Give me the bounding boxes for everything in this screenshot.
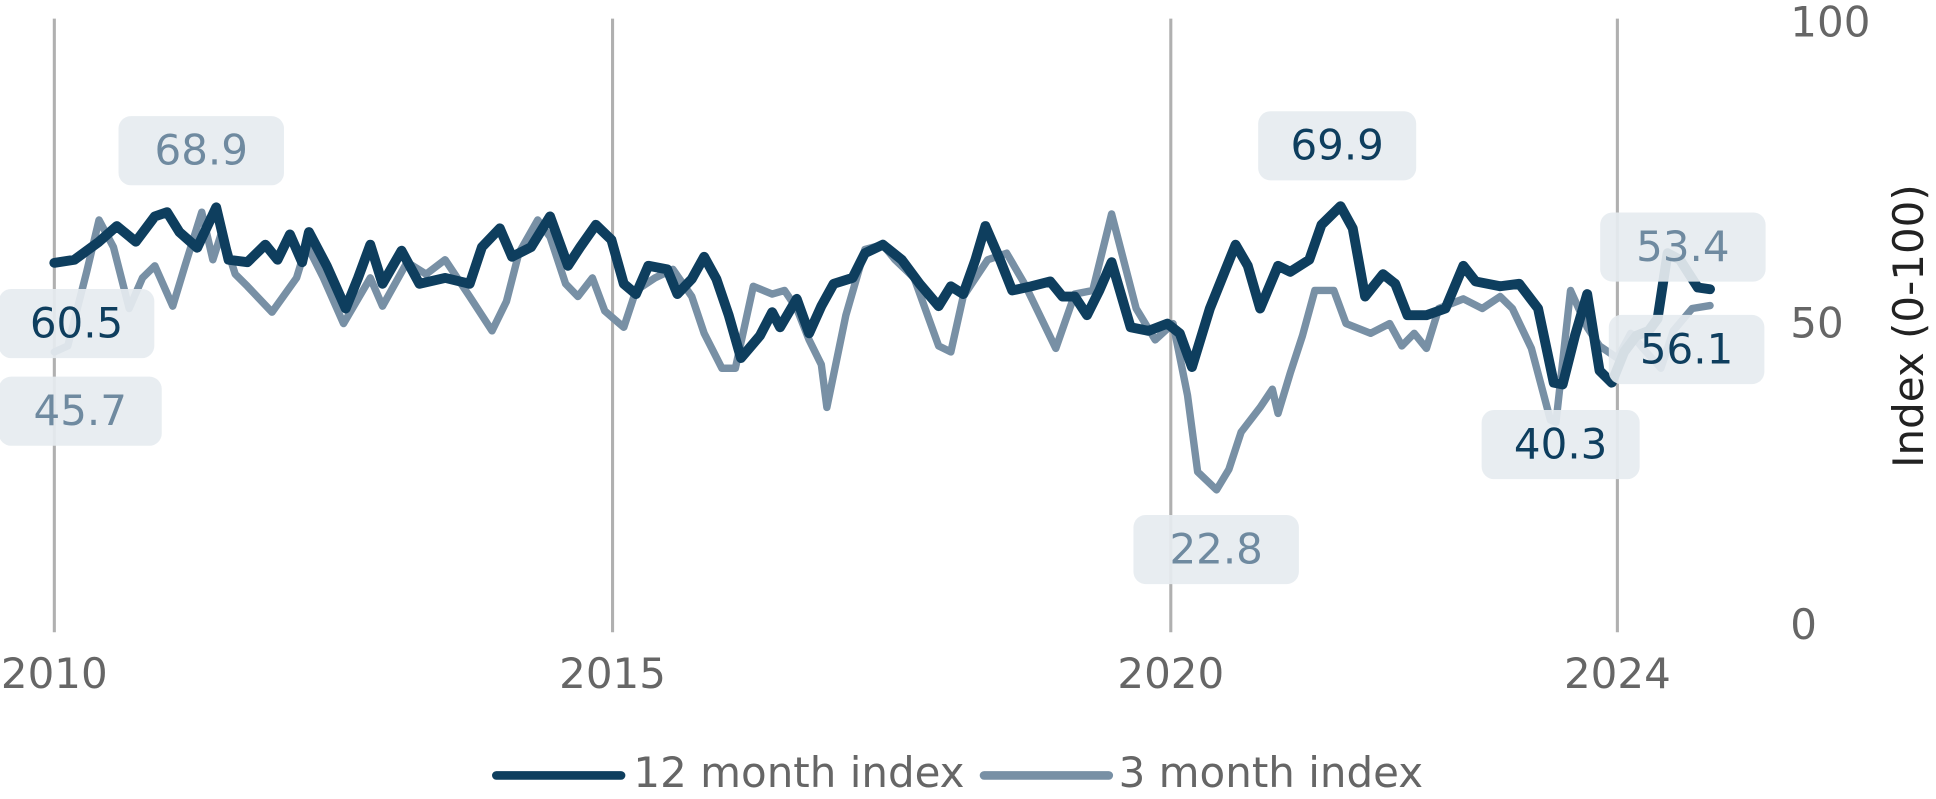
annotation-label: 53.4 (1636, 222, 1729, 271)
series-line (49, 201, 1715, 390)
annotation-label: 60.5 (30, 299, 123, 348)
annotation-box (118, 116, 284, 186)
y-axis-label: Index (0-100) (1884, 184, 1933, 468)
annotation-label: 69.9 (1290, 121, 1383, 170)
annotation-label: 40.3 (1514, 420, 1607, 469)
y-tick-label: 0 (1790, 600, 1817, 649)
annotation-label: 68.9 (155, 126, 248, 175)
annotation-box (1608, 314, 1765, 385)
annotation-label: 22.8 (1169, 524, 1262, 573)
annotation-box (1481, 409, 1640, 480)
annotation-label: 56.1 (1640, 324, 1733, 373)
y-tick-label: 100 (1790, 0, 1870, 46)
x-tick-label: 2024 (1564, 649, 1671, 698)
annotation-box (0, 376, 162, 446)
legend-label: 12 month index (633, 748, 964, 797)
annotation-box (1133, 514, 1299, 585)
legend-label: 3 month index (1119, 748, 1423, 797)
annotation-box (1258, 111, 1417, 181)
annotation-box (1600, 212, 1766, 282)
x-tick-label: 2020 (1117, 649, 1224, 698)
x-tick-label: 2015 (559, 649, 666, 698)
annotation-label: 45.7 (34, 386, 127, 435)
x-tick-label: 2010 (1, 649, 108, 698)
annotation-box (0, 288, 155, 359)
y-tick-label: 50 (1790, 299, 1843, 348)
